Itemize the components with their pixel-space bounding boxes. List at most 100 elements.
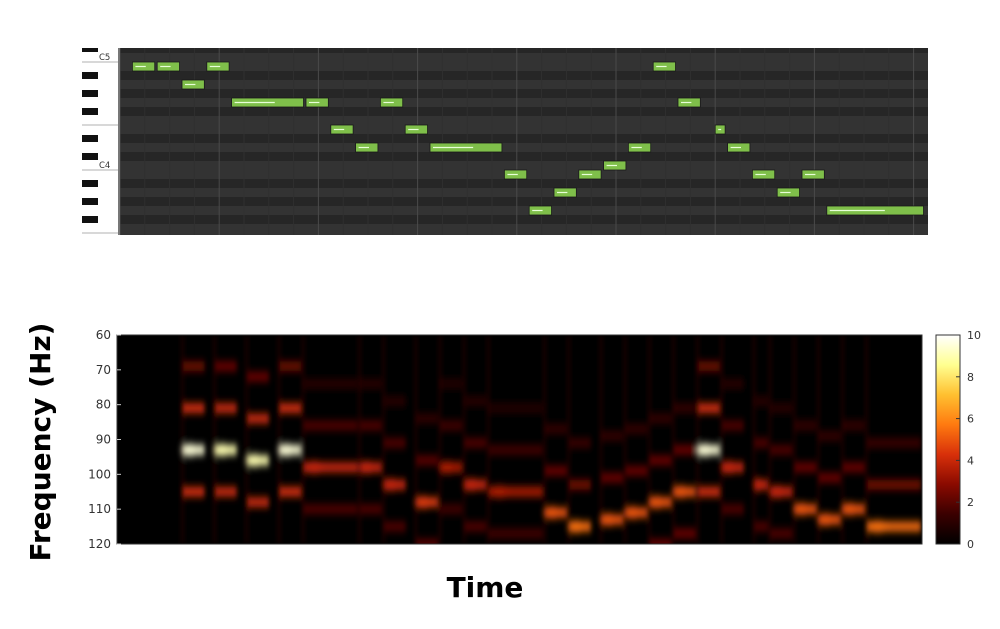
- black-key: [82, 198, 98, 205]
- spectrogram-band: [770, 403, 793, 414]
- onset-streak: [793, 335, 796, 544]
- spectrogram-band: [440, 378, 463, 389]
- spectrogram-band: [625, 465, 648, 476]
- piano-roll-row: [120, 44, 928, 53]
- y-tick-label: 80: [96, 398, 111, 412]
- spectrogram-band: [359, 378, 382, 389]
- spectrogram-band: [673, 444, 696, 455]
- colorbar-tick-label: 6: [967, 413, 974, 426]
- black-key: [82, 180, 98, 187]
- spectrogram-band: [753, 521, 769, 532]
- spectrogram-onset-peak: [791, 503, 812, 516]
- spectrogram-band: [214, 361, 237, 372]
- spectrogram-band: [383, 437, 406, 448]
- piano-roll-row: [120, 206, 928, 215]
- spectrogram-band: [673, 528, 696, 539]
- onset-streak: [358, 335, 361, 544]
- spectrogram-onset-peak: [865, 520, 890, 533]
- onset-streak: [463, 335, 466, 544]
- onset-streak: [213, 335, 216, 544]
- spectrogram-onset-peak: [302, 461, 327, 474]
- piano-roll-row: [120, 179, 928, 188]
- spectrogram-band: [753, 396, 769, 407]
- piano-roll-row: [120, 134, 928, 143]
- onset-streak: [543, 335, 546, 544]
- spectrogram-band: [415, 455, 438, 466]
- piano-roll-row: [120, 188, 928, 197]
- spectrogram-band: [488, 403, 543, 414]
- spectrogram-onset-peak: [461, 478, 482, 491]
- spectrogram-band: [568, 437, 591, 448]
- piano-roll-row: [120, 215, 928, 224]
- piano-roll-row: [120, 80, 928, 89]
- piano-roll-row: [120, 224, 928, 233]
- colorbar-tick-label: 0: [967, 538, 974, 551]
- spectrogram-onset-peak: [816, 513, 836, 526]
- spectrogram-band: [279, 486, 302, 497]
- spectrogram-onset-peak: [487, 485, 512, 498]
- spectrogram-onset-peak: [357, 461, 377, 474]
- spectrogram-onset-peak: [381, 478, 401, 491]
- spectrogram-band: [625, 424, 648, 435]
- onset-streak: [696, 335, 699, 544]
- spectrogram-band: [866, 437, 921, 448]
- spectrogram-onset-peak: [413, 496, 433, 509]
- onset-streak: [672, 335, 675, 544]
- black-key: [82, 90, 98, 97]
- spectrogram-onset-peak: [437, 461, 458, 474]
- onset-streak: [567, 335, 570, 544]
- spectrogram-figure: Frequency (Hz) Time 60 70 80 90 100 110 120 0 2 4…: [0, 320, 1000, 629]
- spectrogram-band: [721, 504, 744, 515]
- spectrogram-band: [818, 431, 841, 442]
- spectrogram-onset-peak: [840, 503, 860, 516]
- spectrogram-band: [440, 504, 463, 515]
- colorbar-tick-label: 2: [967, 496, 974, 509]
- onset-streak: [720, 335, 723, 544]
- onset-streak: [648, 335, 651, 544]
- y-axis-label: Frequency (Hz): [24, 323, 57, 562]
- onset-streak: [382, 335, 385, 544]
- black-key: [82, 45, 98, 52]
- y-tick-label: 110: [88, 502, 111, 516]
- spectrogram-band: [544, 465, 567, 476]
- piano-roll-row: [120, 62, 928, 71]
- y-tick-label: 120: [88, 537, 111, 551]
- spectrogram-band: [673, 403, 696, 414]
- spectrogram-band: [753, 437, 769, 448]
- spectrogram-band: [866, 521, 921, 532]
- colorbar-tick-label: 8: [967, 371, 974, 384]
- spectrogram-band: [182, 361, 205, 372]
- onset-streak: [414, 335, 417, 544]
- spectrogram-onset-peak: [752, 478, 766, 491]
- piano-roll-row: [120, 53, 928, 62]
- y-tick-label: 90: [96, 433, 111, 447]
- spectrogram-band: [383, 521, 406, 532]
- piano-roll-row: [120, 125, 928, 134]
- spectrogram-band: [649, 413, 672, 424]
- spectrogram-onset-peak: [647, 496, 667, 509]
- spectrogram-band: [721, 378, 744, 389]
- onset-streak: [245, 335, 248, 544]
- spectrogram-band: [488, 486, 543, 497]
- spectrogram-band: [770, 444, 793, 455]
- spectrogram-band: [794, 462, 817, 473]
- spectrogram-band: [303, 462, 358, 473]
- onset-streak: [302, 335, 305, 544]
- onset-streak: [841, 335, 844, 544]
- black-key: [82, 216, 98, 223]
- key-label-c4: C4: [99, 161, 110, 171]
- spectrogram-band: [279, 361, 302, 372]
- spectrogram-band: [544, 424, 567, 435]
- spectrogram-band: [246, 497, 269, 508]
- onset-streak: [624, 335, 627, 544]
- spectrogram-onset-peak: [276, 443, 297, 456]
- spectrogram-band: [359, 504, 382, 515]
- piano-roll-row: [120, 116, 928, 125]
- spectrogram-band: [303, 378, 358, 389]
- spectrogram-band: [214, 403, 237, 414]
- piano-roll-canvas: C5 C4: [82, 44, 928, 242]
- spectrogram-band: [842, 462, 865, 473]
- spectrogram-onset-peak: [695, 443, 715, 456]
- onset-streak: [278, 335, 280, 544]
- spectrogram-band: [649, 455, 672, 466]
